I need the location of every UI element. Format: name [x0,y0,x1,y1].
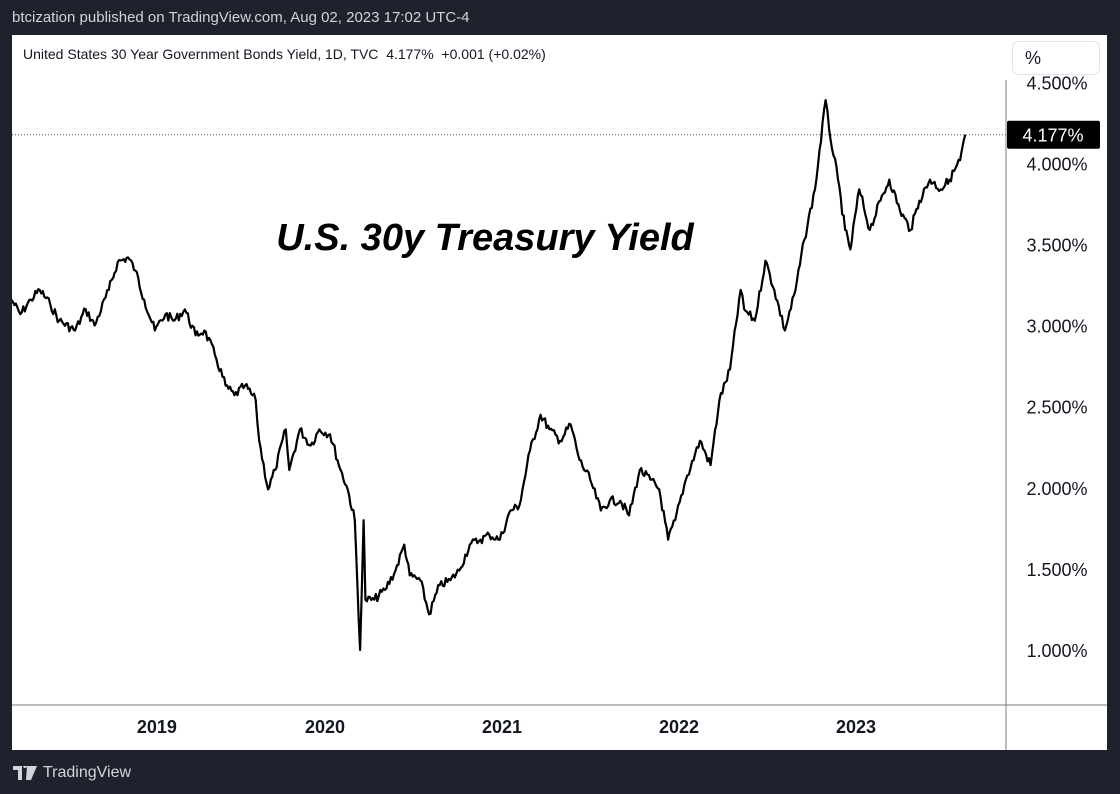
y-tick-label: 1.500% [1026,560,1087,580]
y-tick-label: 4.000% [1026,154,1087,174]
chart-title: U.S. 30y Treasury Yield [276,217,694,259]
x-tick-label: 2022 [659,717,699,737]
y-tick-label: 2.000% [1026,479,1087,499]
y-tick-label: 2.500% [1026,398,1087,418]
tradingview-brand[interactable]: TradingView [13,764,131,782]
y-tick-label: 3.000% [1026,317,1087,337]
y-tick-label: 1.000% [1026,641,1087,661]
yield-line [12,99,967,652]
brand-label: TradingView [43,764,132,781]
price-change: +0.001 (+0.02%) [441,46,546,62]
last-price: 4.177% [386,46,434,62]
percent-scale-button[interactable]: % [1012,41,1100,75]
symbol-legend: United States 30 Year Government Bonds Y… [23,46,546,62]
y-tick-label: 3.500% [1026,236,1087,256]
x-tick-label: 2023 [836,717,876,737]
chart-panel[interactable]: 4.500% 4.000% 3.500% 3.000% 2.500% 2.000% 1.50… [12,35,1107,750]
symbol-name: United States 30 Year Government Bonds Y… [23,46,379,62]
chart-svg: 4.500% 4.000% 3.500% 3.000% 2.500% 2.000% 1.50… [12,73,1107,750]
x-tick-label: 2019 [137,717,177,737]
tradingview-logo-icon [13,766,37,780]
x-tick-label: 2021 [482,717,522,737]
last-price-badge [1007,120,1100,149]
y-tick-label: 4.500% [1026,73,1087,93]
last-price-badge-label: 4.177% [1022,126,1083,146]
published-caption: btcization published on TradingView.com,… [12,9,470,26]
x-tick-label: 2020 [305,717,345,737]
